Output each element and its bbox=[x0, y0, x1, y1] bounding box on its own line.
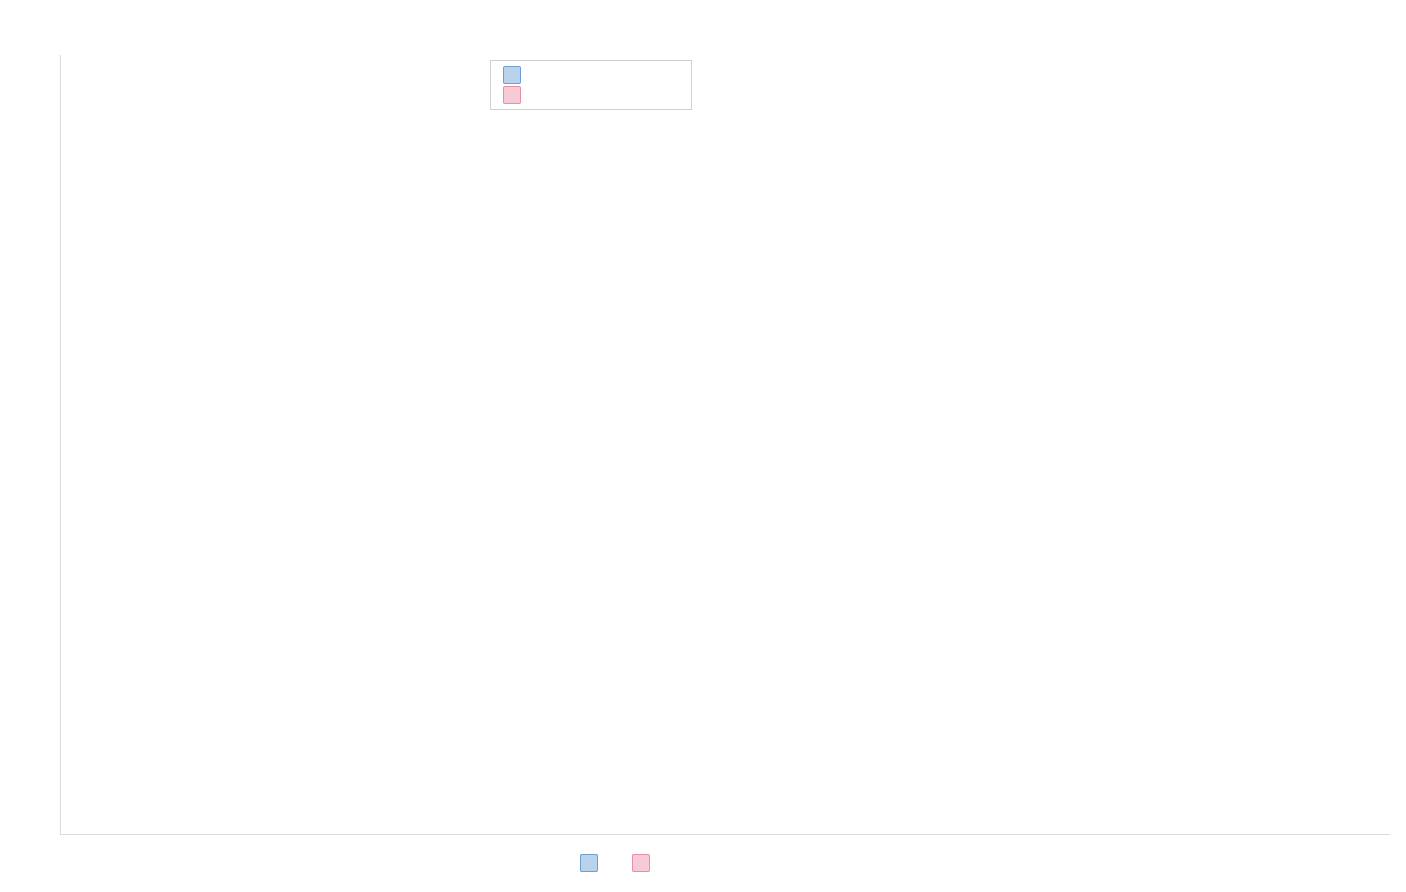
legend-swatch-pink bbox=[632, 854, 650, 872]
legend-stats bbox=[490, 60, 692, 110]
legend-stats-row bbox=[503, 65, 679, 85]
legend-series bbox=[580, 853, 656, 872]
legend-swatch-blue bbox=[503, 66, 521, 84]
chart-plot-area bbox=[60, 55, 1390, 835]
legend-item bbox=[632, 853, 656, 872]
legend-stats-row bbox=[503, 85, 679, 105]
legend-swatch-blue bbox=[580, 854, 598, 872]
legend-swatch-pink bbox=[503, 86, 521, 104]
legend-item bbox=[580, 853, 604, 872]
